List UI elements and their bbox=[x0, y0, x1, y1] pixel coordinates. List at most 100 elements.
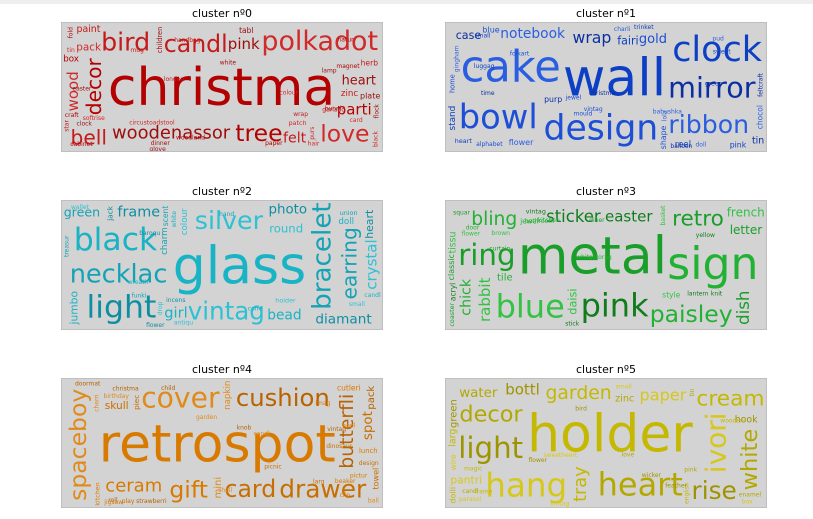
word-cloud-word: cabinet bbox=[70, 141, 93, 148]
word-cloud-word: doormat bbox=[75, 381, 101, 388]
word-cloud-word: candl bbox=[364, 292, 381, 299]
word-cloud-word: gift bbox=[169, 476, 208, 504]
word-cloud-word: babushka bbox=[653, 108, 682, 115]
word-cloud-word: child bbox=[161, 385, 175, 392]
word-cloud-word: white bbox=[737, 429, 763, 491]
word-cloud-word: heart bbox=[363, 209, 376, 239]
chart-title: cluster nº0 bbox=[191, 7, 253, 20]
word-cloud-word: case bbox=[456, 29, 482, 42]
word-cloud-word: larg bbox=[313, 479, 325, 486]
word-cloud-word: kitchen bbox=[538, 217, 560, 224]
word-cloud-word: mirror bbox=[668, 71, 756, 105]
word-cloud-word: time bbox=[481, 90, 495, 97]
word-cloud-word: pictur bbox=[350, 473, 368, 480]
word-cloud-word: curtain bbox=[489, 245, 510, 252]
word-cloud-word: drawer bbox=[279, 475, 367, 504]
word-cloud-word: flower bbox=[529, 457, 548, 464]
word-cloud-word: green bbox=[64, 205, 100, 220]
word-cloud-word: zinc bbox=[615, 394, 634, 405]
word-cloud-word: reel bbox=[675, 140, 691, 150]
word-cloud: wall design cake mirror clock bowl ribbon wrap s… bbox=[445, 22, 767, 152]
word-cloud-word: bead bbox=[267, 307, 301, 323]
word-cloud-word: notebook bbox=[500, 26, 565, 42]
word-cloud-word: folkart bbox=[510, 50, 530, 57]
word-cloud-word: jewel bbox=[519, 217, 538, 225]
word-cloud-word: basket bbox=[660, 205, 667, 226]
word-cloud-word: brown bbox=[491, 230, 510, 237]
word-cloud-word: bling bbox=[471, 209, 517, 230]
word-cloud-word: sweet bbox=[713, 49, 731, 56]
word-cloud-word: box bbox=[742, 499, 753, 506]
word-cloud-word: children bbox=[156, 27, 164, 53]
word-cloud-word: coffe bbox=[248, 305, 263, 312]
word-cloud-word: zinc bbox=[341, 89, 358, 99]
word-cloud-word: flower bbox=[509, 138, 534, 147]
word-cloud: holder heart hang light decor ivori cream rise g… bbox=[445, 378, 767, 508]
word-cloud-word: heart bbox=[455, 137, 473, 145]
word-cloud-word: flock bbox=[373, 104, 380, 119]
word-cloud-word: cover bbox=[141, 381, 220, 414]
word-cloud-word: diamant bbox=[315, 312, 371, 328]
word-cloud: metal sign pink blue ring paisley retro sticker… bbox=[445, 200, 767, 330]
word-cloud-word: home bbox=[448, 74, 456, 93]
word-cloud-word: sticker bbox=[546, 207, 601, 226]
word-cloud-word: retrospot bbox=[99, 415, 336, 475]
word-cloud-word: girl bbox=[164, 305, 187, 322]
word-cloud-word: blue bbox=[496, 287, 565, 325]
word-cloud-word: cutleri bbox=[337, 383, 361, 392]
word-cloud-word: larg bbox=[448, 429, 459, 447]
word-cloud-word: appl bbox=[342, 422, 355, 429]
word-cloud-word: small bbox=[349, 301, 365, 308]
word-cloud-word: craft bbox=[65, 112, 79, 119]
word-cloud-word: feltcraft bbox=[757, 73, 764, 97]
word-cloud-word: paisley bbox=[650, 300, 733, 328]
word-cloud-word: play bbox=[122, 498, 135, 505]
word-cloud-word: drop bbox=[157, 301, 164, 315]
word-cloud-word: antiqu bbox=[174, 320, 193, 327]
word-cloud-word: pantri bbox=[450, 473, 482, 486]
word-cloud-word: beaker bbox=[335, 478, 356, 485]
word-cloud-word: flower bbox=[462, 230, 481, 237]
word-cloud-word: magic bbox=[464, 466, 482, 473]
word-cloud-word: dinner bbox=[151, 140, 171, 147]
word-cloud-word: felt bbox=[283, 131, 307, 147]
word-cloud-word: letter bbox=[730, 223, 763, 237]
word-cloud-word: christma bbox=[108, 58, 335, 118]
word-cloud-word: rise bbox=[692, 476, 737, 505]
word-cloud-word: wood bbox=[64, 71, 82, 111]
word-cloud-word: plate bbox=[360, 92, 380, 101]
word-cloud-word: wreath bbox=[128, 279, 149, 286]
word-cloud-word: gold bbox=[639, 32, 667, 47]
word-cloud-word: bowl bbox=[459, 98, 538, 137]
chart-title: cluster nº1 bbox=[575, 7, 637, 20]
word-cloud-word: wire bbox=[449, 454, 458, 470]
word-cloud-word: decor bbox=[459, 402, 523, 428]
word-cloud-word: patch bbox=[289, 119, 307, 127]
word-cloud-word: dinosaur bbox=[326, 443, 353, 450]
word-cloud-word: butterfli bbox=[337, 394, 358, 469]
word-cloud-word: hand bbox=[219, 211, 234, 218]
word-cloud-word: wooden bbox=[720, 417, 744, 424]
word-cloud-word: bracelet bbox=[308, 202, 338, 310]
word-cloud-word: hair bbox=[308, 140, 320, 147]
word-cloud-word: colour bbox=[180, 208, 190, 235]
word-cloud-word: tin bbox=[67, 47, 75, 54]
word-cloud-word: crystal bbox=[363, 239, 381, 289]
word-cloud-word: tissu bbox=[448, 231, 459, 253]
word-cloud-word: paper bbox=[265, 140, 283, 147]
word-cloud-word: enamel bbox=[739, 492, 762, 499]
word-cloud-word: jumbo bbox=[68, 291, 81, 325]
word-cloud-word: fairi bbox=[617, 35, 638, 48]
word-cloud-word: vintag bbox=[526, 207, 546, 215]
word-cloud: christma candl polkadot tree woodenassor bird… bbox=[61, 22, 383, 152]
word-cloud-word: squar bbox=[453, 210, 470, 217]
word-cloud-word: lola bbox=[662, 110, 669, 121]
word-cloud-word: french bbox=[727, 206, 765, 220]
word-cloud-word: doili bbox=[449, 487, 458, 504]
word-cloud-word: style bbox=[662, 291, 680, 300]
word-cloud-word: christma bbox=[589, 90, 616, 97]
word-cloud-word: knob bbox=[237, 425, 252, 432]
word-cloud-word: tile bbox=[497, 272, 513, 283]
word-cloud-word: paper bbox=[640, 385, 687, 404]
word-cloud-word: white bbox=[171, 211, 178, 228]
